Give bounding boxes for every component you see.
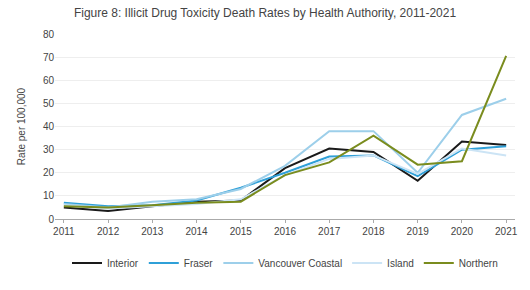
svg-text:10: 10 [43,190,55,201]
svg-text:60: 60 [43,75,55,86]
svg-text:Figure 8: Illicit Drug Toxicit: Figure 8: Illicit Drug Toxicity Death Ra… [74,6,457,20]
svg-text:2014: 2014 [185,226,208,237]
svg-text:0: 0 [48,214,54,225]
svg-text:2015: 2015 [230,226,253,237]
svg-text:2019: 2019 [407,226,430,237]
svg-text:Northern: Northern [459,258,498,269]
svg-text:20: 20 [43,167,55,178]
svg-text:Island: Island [387,258,414,269]
svg-text:2011: 2011 [53,226,75,237]
svg-text:80: 80 [43,29,55,40]
svg-text:40: 40 [43,121,55,132]
svg-text:Vancouver Coastal: Vancouver Coastal [258,258,342,269]
svg-text:2016: 2016 [274,226,297,237]
svg-text:Interior: Interior [107,258,139,269]
svg-text:2020: 2020 [451,226,474,237]
svg-text:50: 50 [43,98,55,109]
svg-text:2021: 2021 [495,226,518,237]
svg-text:30: 30 [43,144,55,155]
svg-text:70: 70 [43,52,55,63]
svg-text:2013: 2013 [141,226,164,237]
svg-text:2012: 2012 [97,226,120,237]
svg-text:Rate per 100,000: Rate per 100,000 [16,87,27,165]
svg-text:Fraser: Fraser [184,258,214,269]
svg-text:2018: 2018 [362,226,385,237]
svg-text:2017: 2017 [318,226,341,237]
